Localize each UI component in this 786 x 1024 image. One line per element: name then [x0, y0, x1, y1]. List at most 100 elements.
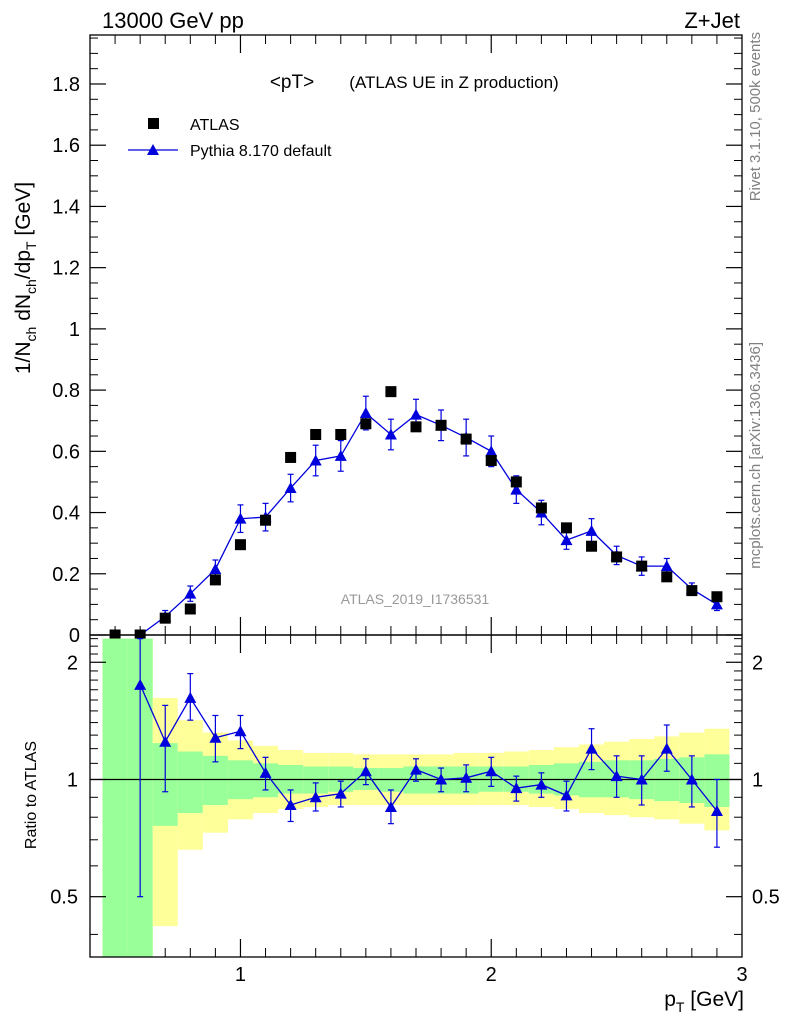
main-y-tick-label: 1.6: [52, 135, 80, 157]
ratio-pythia-point: [209, 731, 222, 743]
main-atlas-point: [460, 433, 472, 445]
main-pythia-point: [384, 428, 397, 440]
ratio-pythia-point: [410, 763, 422, 775]
legend-entry-atlas: ATLAS: [148, 117, 240, 134]
main-atlas-point: [435, 419, 447, 431]
main-atlas-point: [611, 551, 623, 563]
chart-title: <pT> (ATLAS UE in Z production): [270, 72, 559, 93]
svg-text:1/Nch dNch/dpT [GeV]: 1/Nch dNch/dpT [GeV]: [12, 182, 39, 374]
ratio-band-inner: [102, 638, 128, 957]
svg-text:pT [GeV]: pT [GeV]: [664, 988, 744, 1015]
main-pythia-point: [560, 534, 573, 546]
main-pythia-point: [284, 482, 297, 494]
main-y-tick-label: 1.2: [52, 258, 80, 280]
main-atlas-point: [310, 428, 322, 440]
main-pythia-point: [209, 563, 222, 575]
ratio-pythia-point: [309, 791, 322, 803]
main-atlas-point: [209, 574, 221, 586]
chart-title-sub: (ATLAS UE in Z production): [349, 73, 558, 92]
ratio-pythia-point: [685, 773, 698, 785]
main-atlas-point: [711, 591, 723, 603]
main-frame: [89, 34, 743, 636]
main-y-tick-label: 0.8: [52, 380, 80, 402]
ratio-pythia-point: [259, 766, 272, 778]
main-pythia-point: [510, 483, 523, 495]
legend-atlas-marker: [148, 118, 159, 129]
main-y-tick-label: 0: [69, 625, 80, 647]
ratio-pythia-point: [134, 678, 147, 690]
ratio-pythia-point: [610, 770, 623, 782]
ratio-band-inner: [202, 755, 228, 805]
ratio-pythia-point: [560, 789, 573, 801]
main-atlas-point: [410, 421, 422, 433]
main-atlas-point: [285, 451, 297, 463]
main-y-tick-label: 1.4: [52, 196, 80, 218]
x-tick-label: 2: [486, 964, 497, 986]
ratio-y-tick-label-right: 0.5: [752, 887, 780, 909]
main-pythia-point: [485, 445, 498, 457]
legend-pythia-label: Pythia 8.170 default: [190, 143, 332, 160]
ratio-y-tick-label-right: 1: [752, 769, 763, 791]
main-pythia-point: [334, 449, 347, 461]
x-tick-label: 1: [235, 964, 246, 986]
main-y-tick-label: 0.4: [52, 503, 80, 525]
analysis-watermark: ATLAS_2019_I1736531: [341, 591, 490, 607]
legend-pythia-marker: [147, 144, 159, 155]
rivet-label: Rivet 3.1.10, 500k events: [747, 32, 764, 201]
main-pythia-point: [710, 598, 723, 610]
ratio-frame: [89, 634, 743, 958]
ratio-pythia-point: [359, 765, 372, 777]
main-atlas-point: [385, 386, 397, 398]
ratio-y-axis-label: Ratio to ATLAS: [23, 741, 40, 849]
main-atlas-point: [636, 560, 648, 572]
main-y-tick-label: 1.8: [52, 74, 80, 96]
ratio-pythia-point: [510, 782, 523, 794]
main-pythia-point: [309, 454, 322, 466]
main-pythia-point: [410, 408, 422, 420]
main-atlas-point: [234, 539, 246, 551]
main-atlas-point: [686, 585, 698, 597]
chart-title-main: <pT>: [270, 72, 314, 93]
main-atlas-point: [661, 571, 673, 583]
main-pythia-point: [359, 407, 372, 419]
main-atlas-point: [586, 540, 598, 552]
ratio-pythia-line: [139, 684, 718, 812]
main-atlas-point: [335, 428, 347, 440]
main-atlas-point: [510, 476, 522, 488]
main-y-tick-label: 1: [69, 319, 80, 341]
main-atlas-point: [560, 522, 572, 534]
mcplots-label: mcplots.cern.ch [arXiv:1306.3436]: [747, 342, 764, 569]
main-pythia-point: [585, 524, 598, 536]
main-atlas-point: [260, 514, 272, 526]
legend-entry-pythia: Pythia 8.170 default: [128, 143, 332, 160]
main-pythia-point: [234, 512, 247, 524]
ratio-y-tick-label: 1: [67, 769, 78, 791]
main-atlas-point: [184, 603, 196, 615]
ratio-pythia-point: [284, 798, 297, 810]
main-y-axis-label: 1/Nch dNch/dpT [GeV]: [12, 182, 39, 374]
main-pythia-point: [660, 560, 673, 572]
main-atlas-point: [485, 455, 497, 467]
ratio-pythia-point: [535, 778, 548, 790]
legend-atlas-label: ATLAS: [190, 117, 240, 134]
ratio-pythia-point: [635, 773, 648, 785]
main-pythia-point: [184, 587, 197, 599]
ratio-y-tick-label-right: 2: [752, 652, 763, 674]
ratio-pythia-point: [460, 771, 473, 783]
main-atlas-point: [535, 502, 547, 514]
ratio-y-tick-label: 2: [67, 652, 78, 674]
ratio-pythia-point: [159, 735, 172, 747]
ratio-pythia-point: [184, 691, 197, 703]
ratio-pythia-point: [435, 773, 448, 785]
main-panel: 0 0.2 0.4 0.6 0.8 1 1.2 1.4 1.6 1.8: [52, 34, 743, 957]
x-tick-label: 3: [736, 964, 747, 986]
main-y-tick-label: 0.6: [52, 441, 80, 463]
ratio-pythia-point: [485, 765, 498, 777]
main-y-tick-label: 0.2: [52, 564, 80, 586]
ratio-pythia-point: [234, 725, 247, 737]
ratio-pythia-point: [660, 742, 673, 754]
ratio-pythia-point: [710, 804, 723, 816]
main-atlas-point: [360, 418, 372, 430]
ratio-pythia-point: [334, 787, 347, 799]
